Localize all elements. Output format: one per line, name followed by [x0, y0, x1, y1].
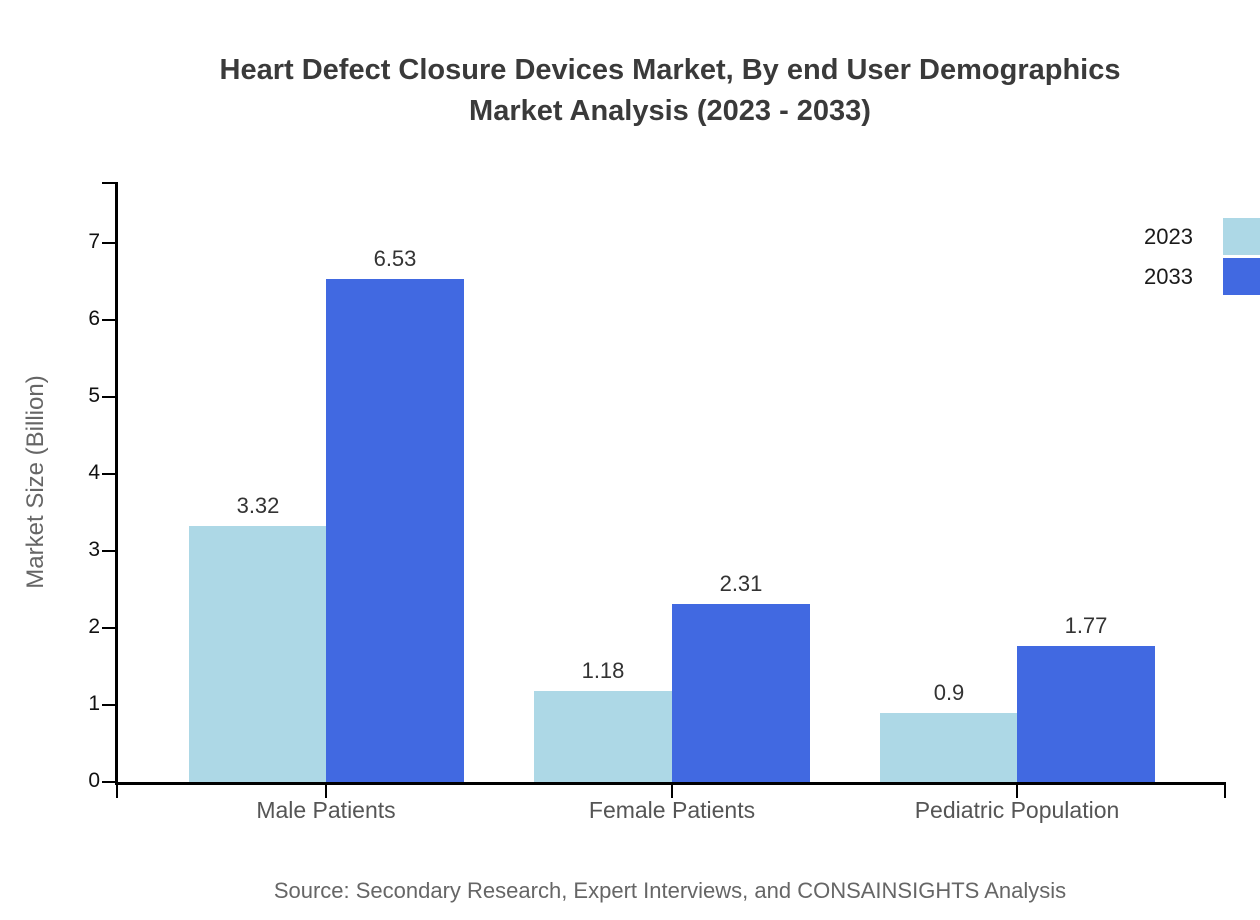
y-tick	[102, 396, 115, 398]
x-tick	[671, 782, 673, 798]
x-tick	[1016, 782, 1018, 798]
legend-swatch-2023	[1223, 218, 1260, 255]
y-tick-label: 3	[88, 538, 100, 561]
legend-row-2033: 2033	[1144, 258, 1260, 295]
x-tick	[325, 782, 327, 798]
y-tick-label: 6	[88, 307, 100, 330]
y-tick-label: 7	[88, 230, 100, 253]
y-axis-cap-tick	[102, 182, 115, 184]
y-tick-label: 0	[88, 769, 100, 792]
legend: 2023 2033	[1144, 218, 1260, 295]
y-tick	[102, 704, 115, 706]
chart-title: Heart Defect Closure Devices Market, By …	[115, 50, 1225, 132]
bar-value-label: 3.32	[236, 493, 280, 518]
y-tick	[102, 781, 115, 783]
y-tick	[102, 242, 115, 244]
bar-value-label: 2.31	[719, 571, 763, 596]
category-label: Male Patients	[256, 797, 396, 823]
bar-2023	[534, 691, 672, 782]
bar-value-label: 1.77	[1064, 613, 1108, 638]
bar-2023	[880, 713, 1018, 782]
bar-2033	[1017, 646, 1155, 782]
y-tick	[102, 319, 115, 321]
y-axis-line	[115, 182, 118, 785]
y-tick	[102, 627, 115, 629]
source-note: Source: Secondary Research, Expert Inter…	[273, 878, 1067, 903]
y-tick	[102, 550, 115, 552]
y-tick-label: 4	[88, 461, 100, 484]
y-tick-label: 5	[88, 384, 100, 407]
y-tick-label: 2	[88, 615, 100, 638]
y-tick	[102, 473, 115, 475]
bar-value-label: 1.18	[581, 658, 625, 683]
x-axis-line	[115, 782, 1225, 785]
chart-title-line2: Market Analysis (2023 - 2033)	[469, 95, 871, 127]
chart-title-line1: Heart Defect Closure Devices Market, By …	[219, 54, 1121, 86]
bar-2033	[672, 604, 810, 782]
category-label: Female Patients	[588, 797, 756, 823]
x-axis-end-tick	[1224, 782, 1226, 798]
bar-value-label: 6.53	[373, 246, 417, 271]
x-axis-start-tick	[116, 782, 118, 798]
legend-row-2023: 2023	[1144, 218, 1260, 255]
legend-label-2033: 2033	[1144, 263, 1193, 289]
bar-value-label: 0.9	[933, 680, 965, 705]
bar-2023	[189, 526, 327, 782]
y-tick-label: 1	[88, 692, 100, 715]
legend-swatch-2033	[1223, 258, 1260, 295]
legend-label-2023: 2023	[1144, 223, 1193, 249]
bar-2033	[326, 279, 464, 782]
category-label: Pediatric Population	[914, 797, 1120, 823]
